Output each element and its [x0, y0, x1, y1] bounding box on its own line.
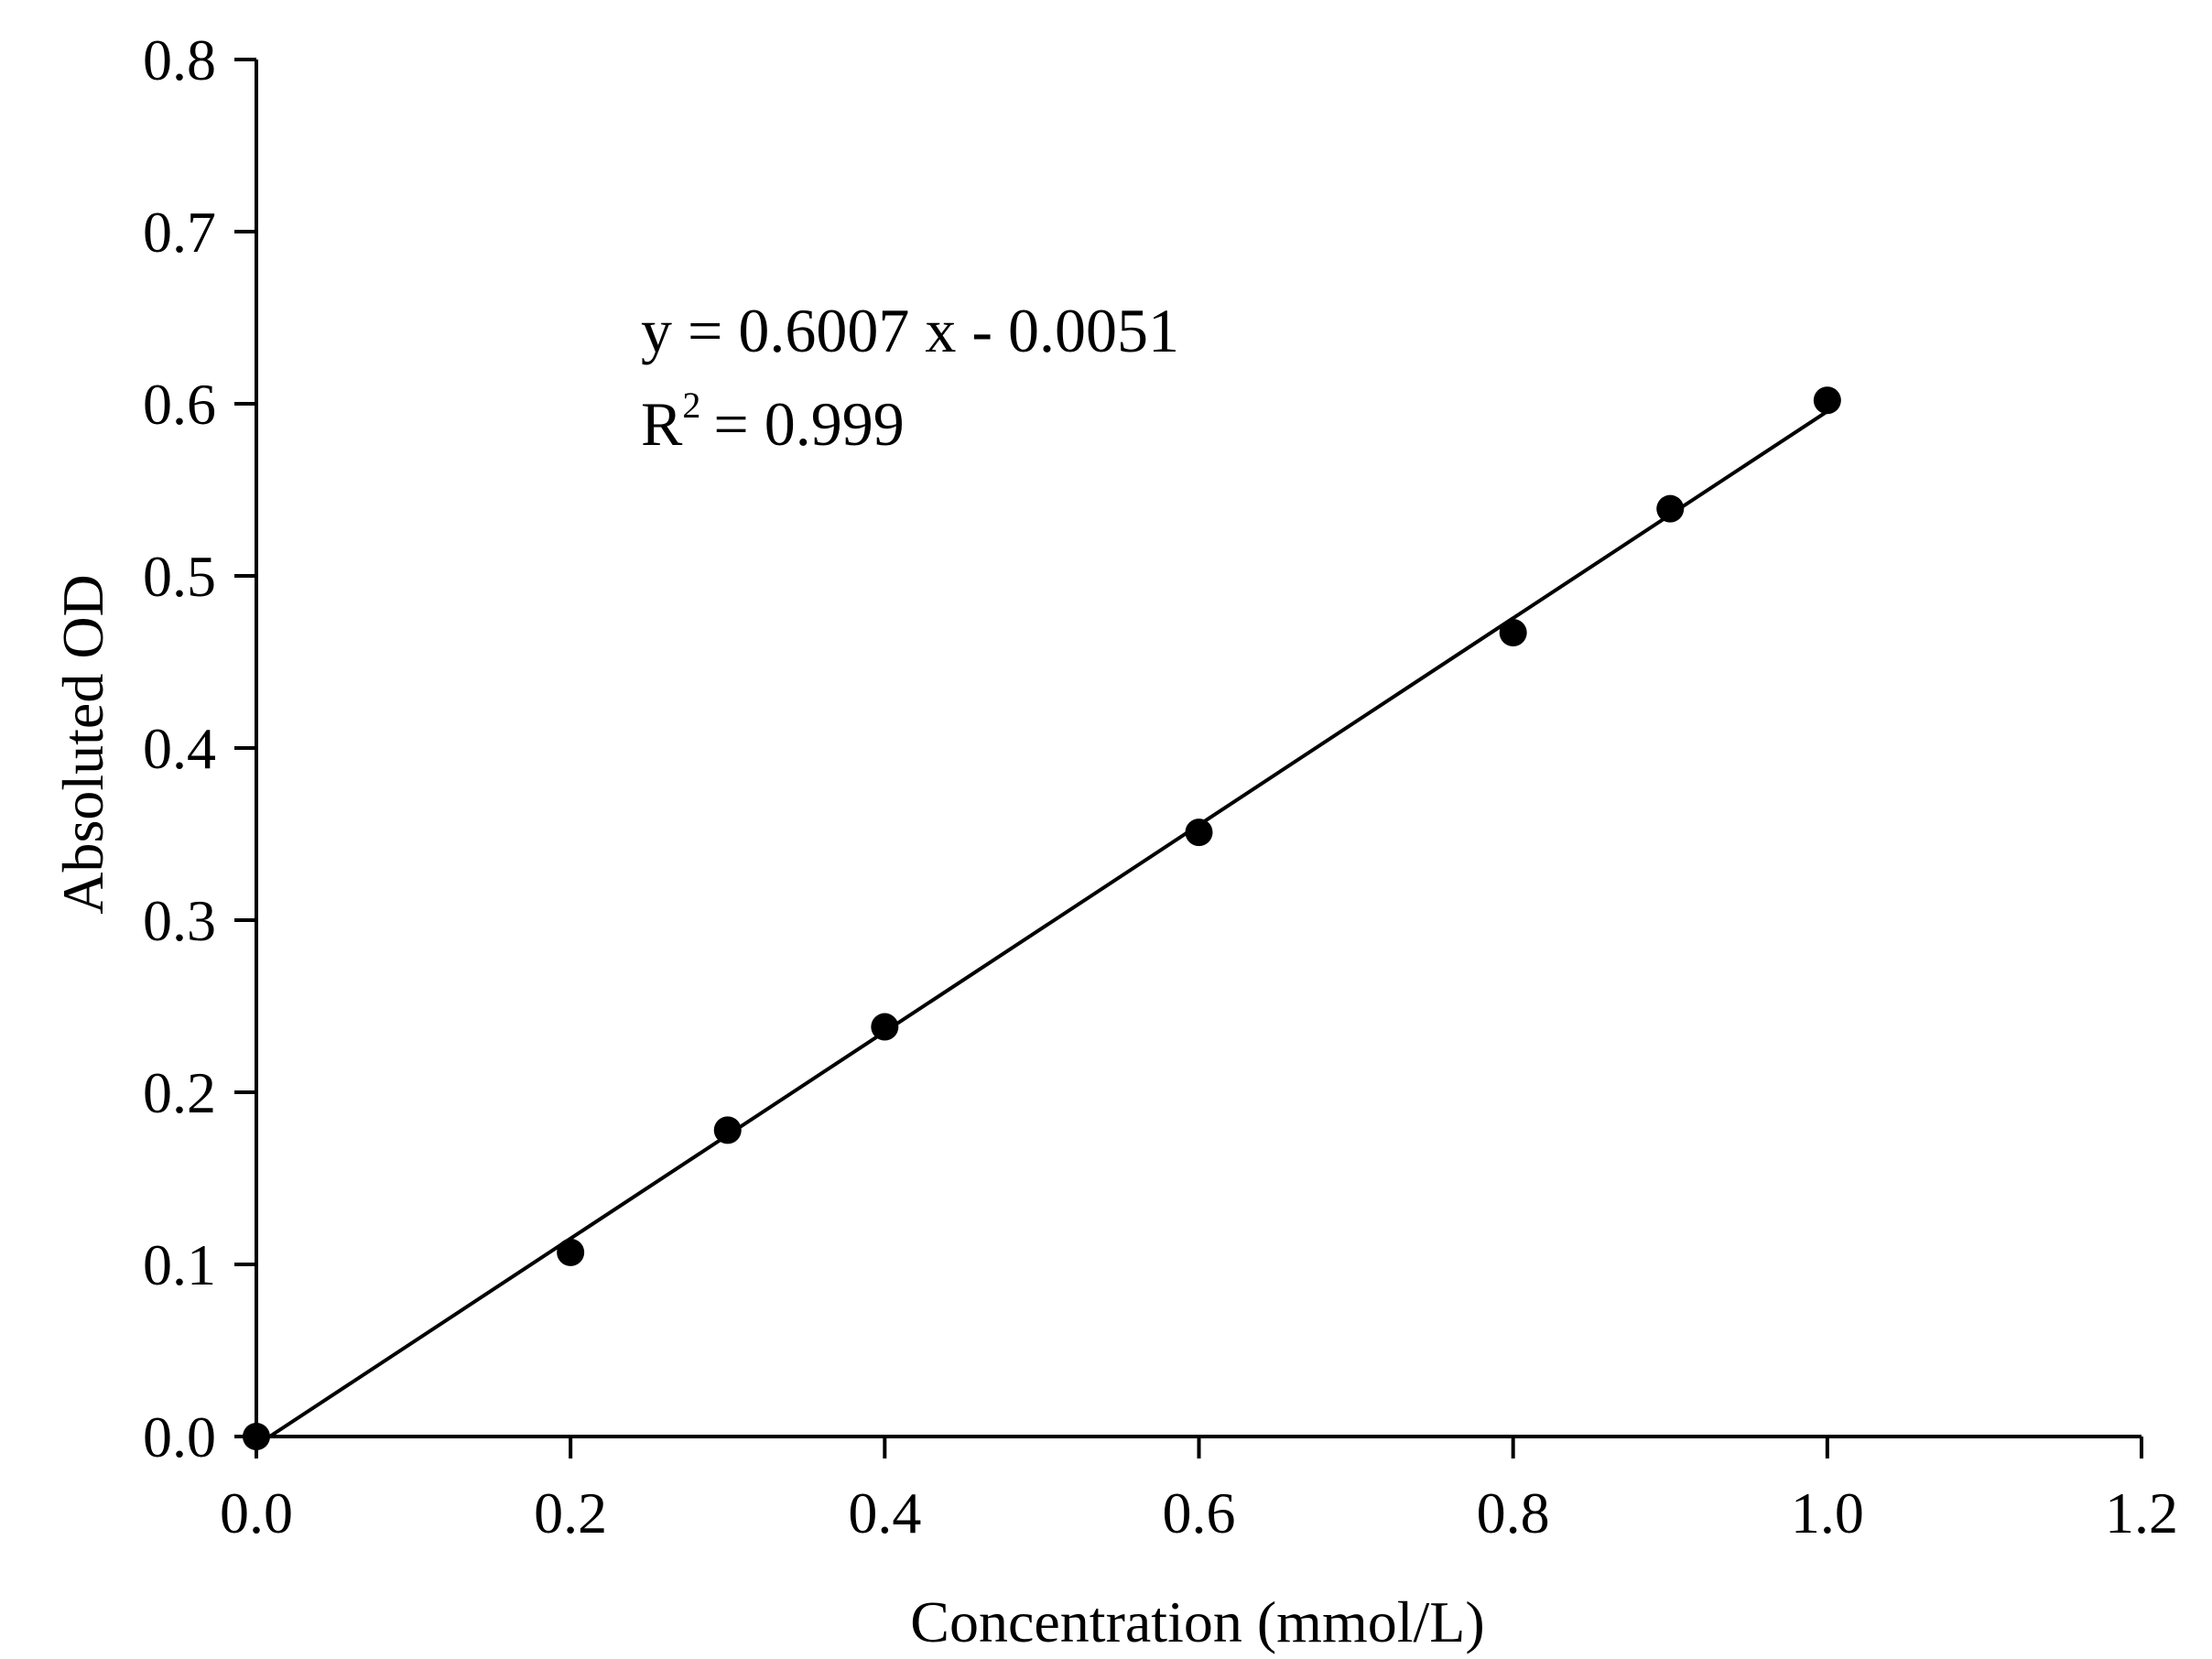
x-tick-label: 0.6: [1163, 1480, 1236, 1545]
r-squared-value: = 0.999: [713, 389, 904, 459]
data-point: [1656, 494, 1685, 523]
x-tick-label: 0.8: [1477, 1480, 1550, 1545]
fit-line-layer: [268, 409, 1828, 1438]
r-squared-label: R: [641, 389, 683, 459]
x-axis-ticks: 0.0 0.2 0.4 0.6 0.8 1.0 1.2: [220, 1437, 2178, 1545]
y-tick-label: 0.6: [143, 372, 216, 437]
data-point: [1813, 386, 1841, 415]
x-axis-title: Concentration (mmol/L): [910, 1589, 1484, 1654]
axes: [255, 60, 2142, 1438]
x-tick-label: 0.2: [534, 1480, 607, 1545]
y-tick-label: 0.0: [143, 1404, 216, 1469]
y-tick-label: 0.2: [143, 1060, 216, 1125]
data-point: [713, 1116, 742, 1144]
data-point: [243, 1423, 270, 1450]
y-tick-label: 0.4: [143, 716, 216, 781]
data-point: [1499, 619, 1527, 647]
x-tick-label: 0.0: [220, 1480, 293, 1545]
x-tick-label: 1.0: [1791, 1480, 1864, 1545]
y-axis-title: Absoluted OD: [50, 574, 115, 915]
y-tick-label: 0.1: [143, 1232, 216, 1297]
fit-line: [268, 409, 1828, 1438]
y-axis-ticks: 0.0 0.1 0.2 0.3 0.4 0.5 0.6 0.7 0.8: [143, 27, 256, 1469]
x-tick-label: 0.4: [848, 1480, 921, 1545]
data-point: [871, 1013, 899, 1041]
data-point: [557, 1238, 585, 1266]
fit-equation: y = 0.6007 x - 0.0051: [641, 296, 1179, 365]
r-squared-text: R2 = 0.999: [641, 385, 905, 459]
y-tick-label: 0.8: [143, 27, 216, 92]
y-tick-label: 0.7: [143, 200, 216, 265]
data-point: [1185, 819, 1213, 847]
data-points: [243, 386, 1841, 1450]
y-tick-label: 0.5: [143, 544, 216, 609]
y-tick-label: 0.3: [143, 888, 216, 953]
x-tick-label: 1.2: [2105, 1480, 2178, 1545]
r-squared-superscript: 2: [682, 385, 700, 426]
